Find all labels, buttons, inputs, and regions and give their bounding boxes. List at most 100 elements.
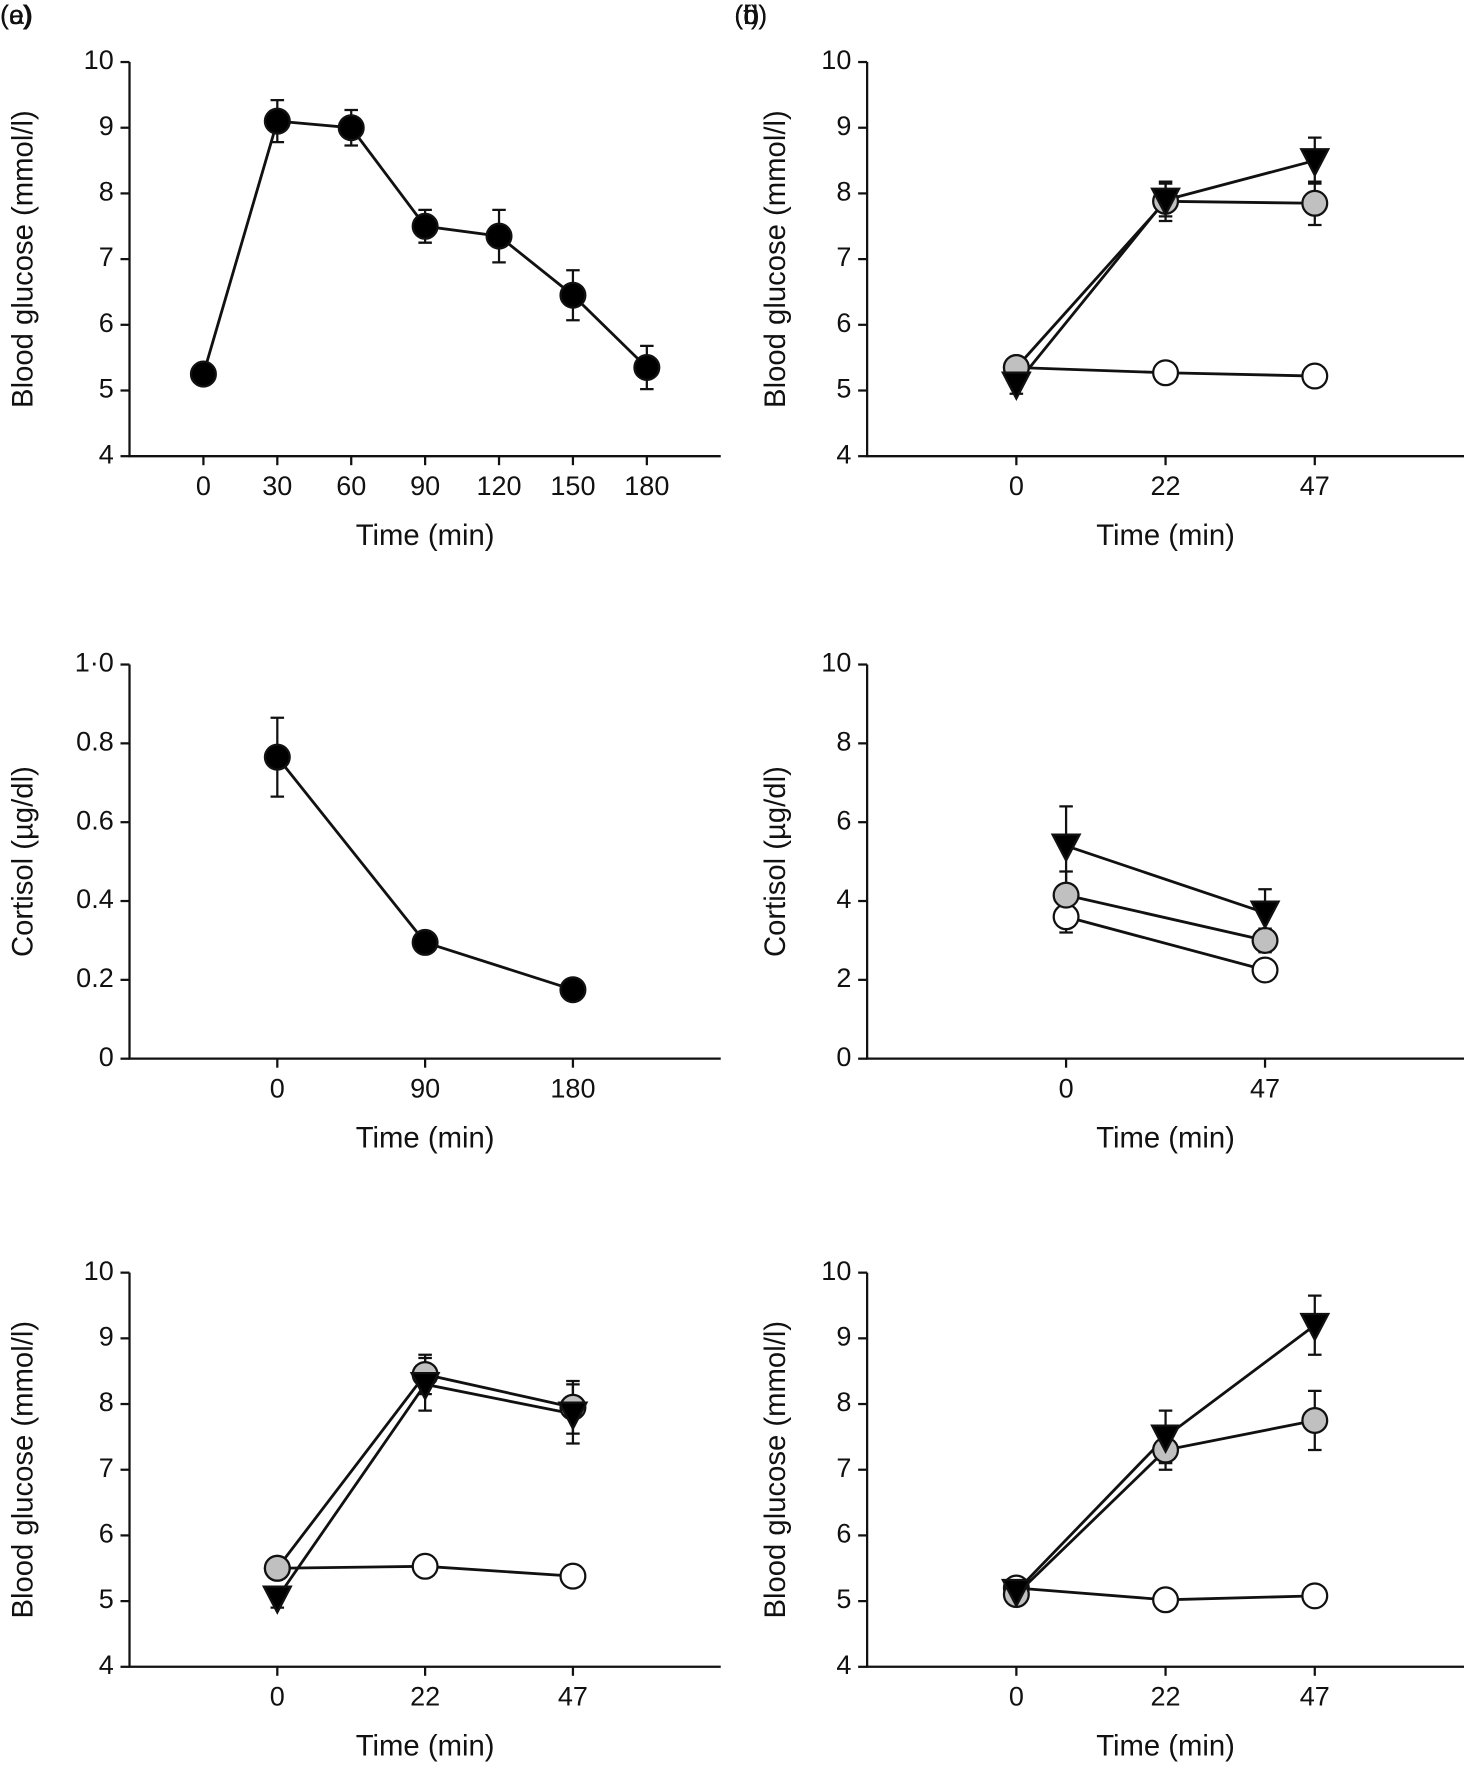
y-axis-label: Blood glucose (mmol/l) (7, 1321, 40, 1619)
y-tick-label: 6 (836, 805, 851, 835)
y-axis-label: Blood glucose (mmol/l) (759, 110, 792, 408)
marker (1301, 1406, 1329, 1434)
marker (1050, 833, 1082, 863)
y-tick-label: 8 (836, 726, 851, 756)
y-tick-label: 0 (99, 1042, 114, 1072)
marker (559, 976, 587, 1004)
x-axis-label: Time (min) (1096, 1121, 1235, 1154)
y-tick-label: 7 (99, 242, 114, 272)
y-axis-label: Blood glucose (mmol/l) (7, 110, 40, 408)
x-tick-label: 22 (1151, 1681, 1181, 1711)
y-axis-label: Cortisol (µg/dl) (759, 766, 792, 957)
x-tick-label: 90 (410, 471, 440, 501)
y-tick-label: 5 (836, 374, 851, 404)
x-tick-label: 22 (1151, 471, 1181, 501)
marker (1000, 1578, 1032, 1609)
x-tick-label: 0 (270, 1073, 285, 1103)
x-tick-label: 180 (624, 471, 669, 501)
marker (411, 1552, 439, 1580)
y-tick-label: 10 (821, 648, 851, 678)
y-tick-label: 10 (84, 1256, 114, 1286)
x-axis-label: Time (min) (1096, 519, 1235, 552)
series-line (1015, 199, 1315, 369)
y-tick-label: 4 (836, 884, 851, 914)
x-tick-label: 47 (558, 1681, 588, 1711)
y-tick-label: 0.6 (76, 805, 114, 835)
y-tick-label: 0.4 (76, 884, 114, 914)
y-tick-label: 7 (99, 1453, 114, 1483)
marker (189, 360, 217, 388)
panel-label: (f) (734, 0, 760, 30)
marker (263, 743, 291, 771)
axis-line (128, 664, 721, 1060)
y-tick-label: 6 (99, 1519, 114, 1549)
marker (1000, 371, 1032, 402)
panel: 4 5 6 7 8 9 10 0 30 60 90 120 150 180 Time (min) Blood … (0, 0, 721, 552)
y-tick-label: 8 (99, 177, 114, 207)
x-axis-label: Time (min) (356, 1730, 495, 1763)
axis-line (128, 62, 721, 458)
marker (1150, 1424, 1181, 1454)
marker (1301, 1582, 1329, 1610)
x-tick-label: 0 (1059, 1073, 1074, 1103)
x-tick-label: 47 (1300, 471, 1330, 501)
y-tick-label: 0.2 (76, 963, 114, 993)
marker (559, 1562, 587, 1590)
axis-line (128, 1272, 721, 1668)
series-line (1065, 915, 1266, 972)
y-tick-label: 2 (836, 963, 851, 993)
marker (1251, 926, 1279, 954)
y-tick-label: 9 (99, 1321, 114, 1351)
panel-label: (d) (734, 0, 767, 30)
marker (1152, 1586, 1180, 1614)
x-tick-label: 150 (550, 471, 595, 501)
marker (409, 1371, 441, 1402)
panel: 0 2 4 6 8 10 0 47 Time (min) Cortisol (µg/dl) (d) (734, 0, 1464, 1154)
marker (1301, 189, 1329, 217)
y-tick-label: 4 (99, 439, 114, 469)
marker (1249, 900, 1281, 930)
x-tick-label: 0 (270, 1681, 285, 1711)
marker (1152, 359, 1180, 387)
marker (557, 1401, 589, 1431)
marker (485, 222, 513, 250)
series-line (202, 119, 648, 375)
x-tick-label: 0 (1009, 471, 1024, 501)
marker (1251, 956, 1279, 984)
y-tick-label: 9 (836, 111, 851, 141)
y-tick-label: 10 (821, 1256, 851, 1286)
marker (411, 212, 439, 240)
panel-label: (a) (0, 0, 33, 30)
y-tick-label: 10 (84, 45, 114, 75)
y-tick-label: 6 (99, 308, 114, 338)
x-tick-label: 47 (1300, 1681, 1330, 1711)
x-axis-label: Time (min) (356, 519, 495, 552)
marker (633, 353, 661, 382)
marker (1299, 148, 1331, 178)
y-tick-label: 4 (836, 1650, 851, 1680)
y-tick-label: 4 (836, 439, 851, 469)
y-tick-label: 4 (99, 1650, 114, 1680)
marker (1150, 187, 1181, 218)
y-tick-label: 8 (99, 1387, 114, 1417)
y-tick-label: 5 (99, 1584, 114, 1614)
x-tick-label: 0 (196, 471, 211, 501)
y-tick-label: 10 (821, 45, 851, 75)
marker (337, 114, 365, 142)
series-line (1065, 844, 1266, 915)
y-tick-label: 9 (836, 1321, 851, 1351)
x-tick-label: 30 (262, 471, 292, 501)
axis-line (866, 664, 1464, 1060)
x-tick-label: 0 (1009, 1681, 1024, 1711)
x-tick-label: 47 (1250, 1073, 1280, 1103)
y-tick-label: 7 (836, 1453, 851, 1483)
axis-line (866, 62, 1464, 458)
series-line (1065, 893, 1266, 942)
marker (263, 1554, 291, 1582)
marker (1052, 881, 1080, 909)
y-axis-label: Blood glucose (mmol/l) (759, 1321, 792, 1619)
marker (263, 107, 291, 135)
